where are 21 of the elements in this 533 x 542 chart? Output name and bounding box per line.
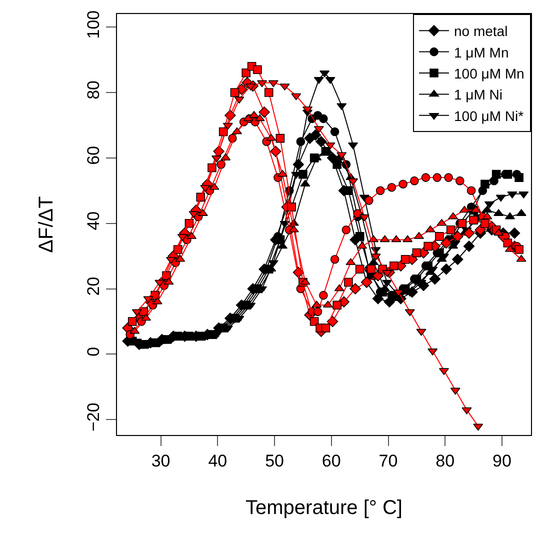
- y-tick-label: 80: [84, 80, 104, 100]
- x-axis-title: Temperature [° C]: [246, 496, 402, 519]
- legend-label: no metal: [454, 23, 508, 40]
- y-tick-label: 100: [84, 10, 104, 39]
- y-tick-label: 20: [84, 276, 104, 296]
- x-tick-label: 40: [208, 451, 228, 470]
- legend-label: 100 μM Mn: [454, 65, 524, 82]
- y-tick-label: 60: [84, 146, 104, 165]
- x-tick-label: 80: [436, 451, 455, 470]
- x-tick-label: 60: [322, 451, 341, 470]
- y-tick-label: 40: [84, 211, 104, 230]
- x-tick-label: 30: [151, 451, 170, 470]
- y-axis-title: ΔF/ΔT: [36, 196, 58, 253]
- y-tick-label: 0: [84, 346, 104, 356]
- x-tick-label: 70: [378, 451, 398, 470]
- x-tick-label: 90: [492, 451, 512, 470]
- legend-label: 100 μM Ni*: [454, 108, 524, 124]
- x-tick-label: 50: [265, 451, 284, 470]
- legend-label: 1 μM Ni: [454, 86, 503, 103]
- y-tick-label: −20: [84, 402, 104, 432]
- legend-label: 1 μM Mn: [454, 44, 509, 60]
